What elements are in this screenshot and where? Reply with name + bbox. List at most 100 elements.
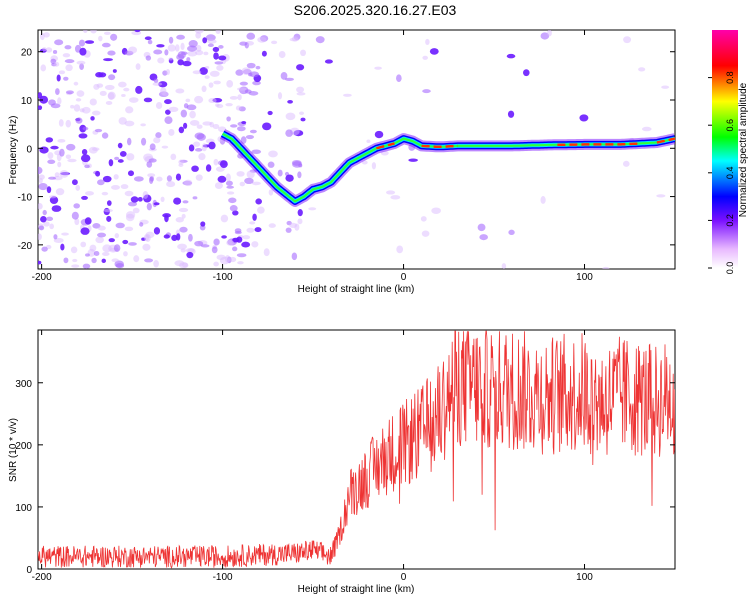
heatmap-noise-cell: [99, 90, 107, 96]
heatmap-noise-cell: [343, 93, 352, 97]
heatmap-noise-cell: [164, 214, 169, 223]
heatmap-noise-cell: [39, 95, 49, 104]
heatmap-noise-cell: [178, 159, 184, 165]
heatmap-noise-cell: [226, 80, 234, 88]
heatmap-noise-cell: [132, 207, 140, 214]
heatmap-noise-cell: [65, 119, 72, 128]
heatmap-noise-cell: [91, 110, 101, 116]
heatmap-noise-cell: [207, 39, 217, 44]
heatmap-noise-cell: [163, 234, 170, 239]
heatmap-noise-cell: [49, 223, 55, 230]
y-tick-label: 300: [15, 379, 32, 390]
heatmap-noise-cell: [126, 153, 135, 161]
heatmap-noise-cell: [237, 126, 246, 132]
heatmap-noise-cell: [65, 90, 74, 95]
heatmap-noise-cell: [192, 196, 198, 200]
heatmap-noise-cell: [263, 248, 270, 257]
heatmap-noise-cell: [53, 61, 60, 67]
heatmap-noise-cell: [73, 203, 80, 209]
heatmap-noise-cell: [221, 235, 227, 239]
heatmap-noise-cell: [421, 230, 430, 237]
heatmap-noise-cell: [205, 66, 210, 70]
heatmap-noise-cell: [49, 195, 57, 199]
heatmap-noise-cell: [285, 227, 292, 233]
heatmap-noise-cell: [208, 82, 214, 88]
heatmap-noise-cell: [185, 98, 191, 103]
heatmap-noise-cell: [204, 75, 210, 79]
heatmap-noise-cell: [268, 150, 278, 158]
heatmap-noise-cell: [396, 245, 404, 254]
heatmap-noise-cell: [113, 174, 119, 180]
heatmap-noise-cell: [213, 80, 221, 85]
heatmap-noise-cell: [134, 30, 141, 33]
ridge-peak: [557, 142, 639, 147]
heatmap-noise-cell: [420, 216, 427, 222]
heatmap-noise-cell: [119, 150, 127, 157]
heatmap-noise-cell: [144, 258, 154, 263]
heatmap-noise-cell: [168, 57, 174, 61]
heatmap-noise-cell: [81, 106, 91, 114]
heatmap-noise-cell: [124, 190, 134, 197]
heatmap-noise-cell: [284, 77, 294, 81]
x-tick-label: 100: [576, 272, 593, 283]
heatmap-noise-cell: [55, 188, 65, 196]
heatmap-noise-cell: [194, 132, 205, 140]
heatmap-noise-cell: [212, 46, 220, 52]
heatmap-noise-cell: [38, 233, 42, 241]
heatmap-noise-cell: [76, 90, 85, 97]
heatmap-noise-cell: [366, 139, 371, 143]
heatmap-noise-cell: [579, 114, 589, 122]
heatmap-noise-cell: [315, 36, 325, 44]
colorbar: [712, 30, 738, 268]
heatmap-noise-cell: [431, 207, 441, 214]
heatmap-noise-cell: [59, 148, 65, 157]
heatmap-noise-cell: [75, 98, 82, 102]
heatmap-noise-cell: [78, 133, 88, 139]
heatmap-noise-cell: [96, 83, 104, 88]
heatmap-noise-cell: [255, 65, 261, 70]
heatmap-noise-cell: [41, 246, 48, 252]
heatmap-noise-cell: [102, 244, 112, 253]
heatmap-noise-cell: [114, 233, 120, 239]
heatmap-noise-cell: [97, 179, 105, 186]
heatmap-noise-cell: [257, 36, 267, 43]
heatmap-noise-cell: [236, 253, 247, 258]
heatmap-noise-cell: [80, 241, 87, 248]
heatmap-noise-cell: [101, 42, 111, 48]
heatmap-noise-cell: [214, 61, 224, 65]
heatmap-noise-cell: [239, 41, 248, 46]
heatmap-noise-cell: [235, 105, 242, 111]
heatmap-noise-cell: [178, 207, 189, 213]
snr-x-axis-label: Height of straight line (km): [298, 584, 415, 595]
heatmap-noise-cell: [182, 200, 189, 204]
heatmap-noise-cell: [82, 126, 89, 131]
heatmap-noise-cell: [53, 234, 58, 240]
heatmap-noise-cell: [168, 36, 174, 44]
heatmap-noise-cell: [289, 37, 299, 42]
colorbar-tick-label: 0.6: [725, 119, 735, 132]
y-tick-label: 20: [21, 48, 33, 59]
heatmap-noise-cell: [83, 30, 88, 34]
heatmap-noise-cell: [205, 164, 212, 172]
heatmap-noise-cell: [153, 78, 159, 84]
heatmap-noise-cell: [133, 176, 144, 182]
heatmap-noise-cell: [152, 82, 163, 86]
heatmap-noise-cell: [105, 101, 113, 105]
heatmap-noise-cell: [60, 243, 65, 251]
heatmap-noise-cell: [38, 203, 43, 210]
heatmap-noise-cell: [214, 182, 223, 190]
heatmap-noise-cell: [93, 250, 100, 257]
heatmap-noise-cell: [38, 225, 45, 231]
heatmap-noise-cell: [207, 43, 214, 48]
heatmap-noise-cell: [80, 154, 91, 163]
heatmap-noise-cell: [108, 74, 116, 81]
heatmap-noise-cell: [239, 181, 246, 187]
heatmap-noise-cell: [261, 50, 267, 57]
heatmap-noise-cell: [164, 116, 173, 124]
heatmap-noise-cell: [146, 161, 153, 168]
colorbar-tick-label: 0.8: [725, 71, 735, 84]
heatmap-noise-cell: [252, 213, 257, 221]
heatmap-noise-cell: [324, 59, 333, 64]
heatmap-noise-cell: [189, 119, 200, 126]
heatmap-noise-cell: [47, 152, 54, 159]
